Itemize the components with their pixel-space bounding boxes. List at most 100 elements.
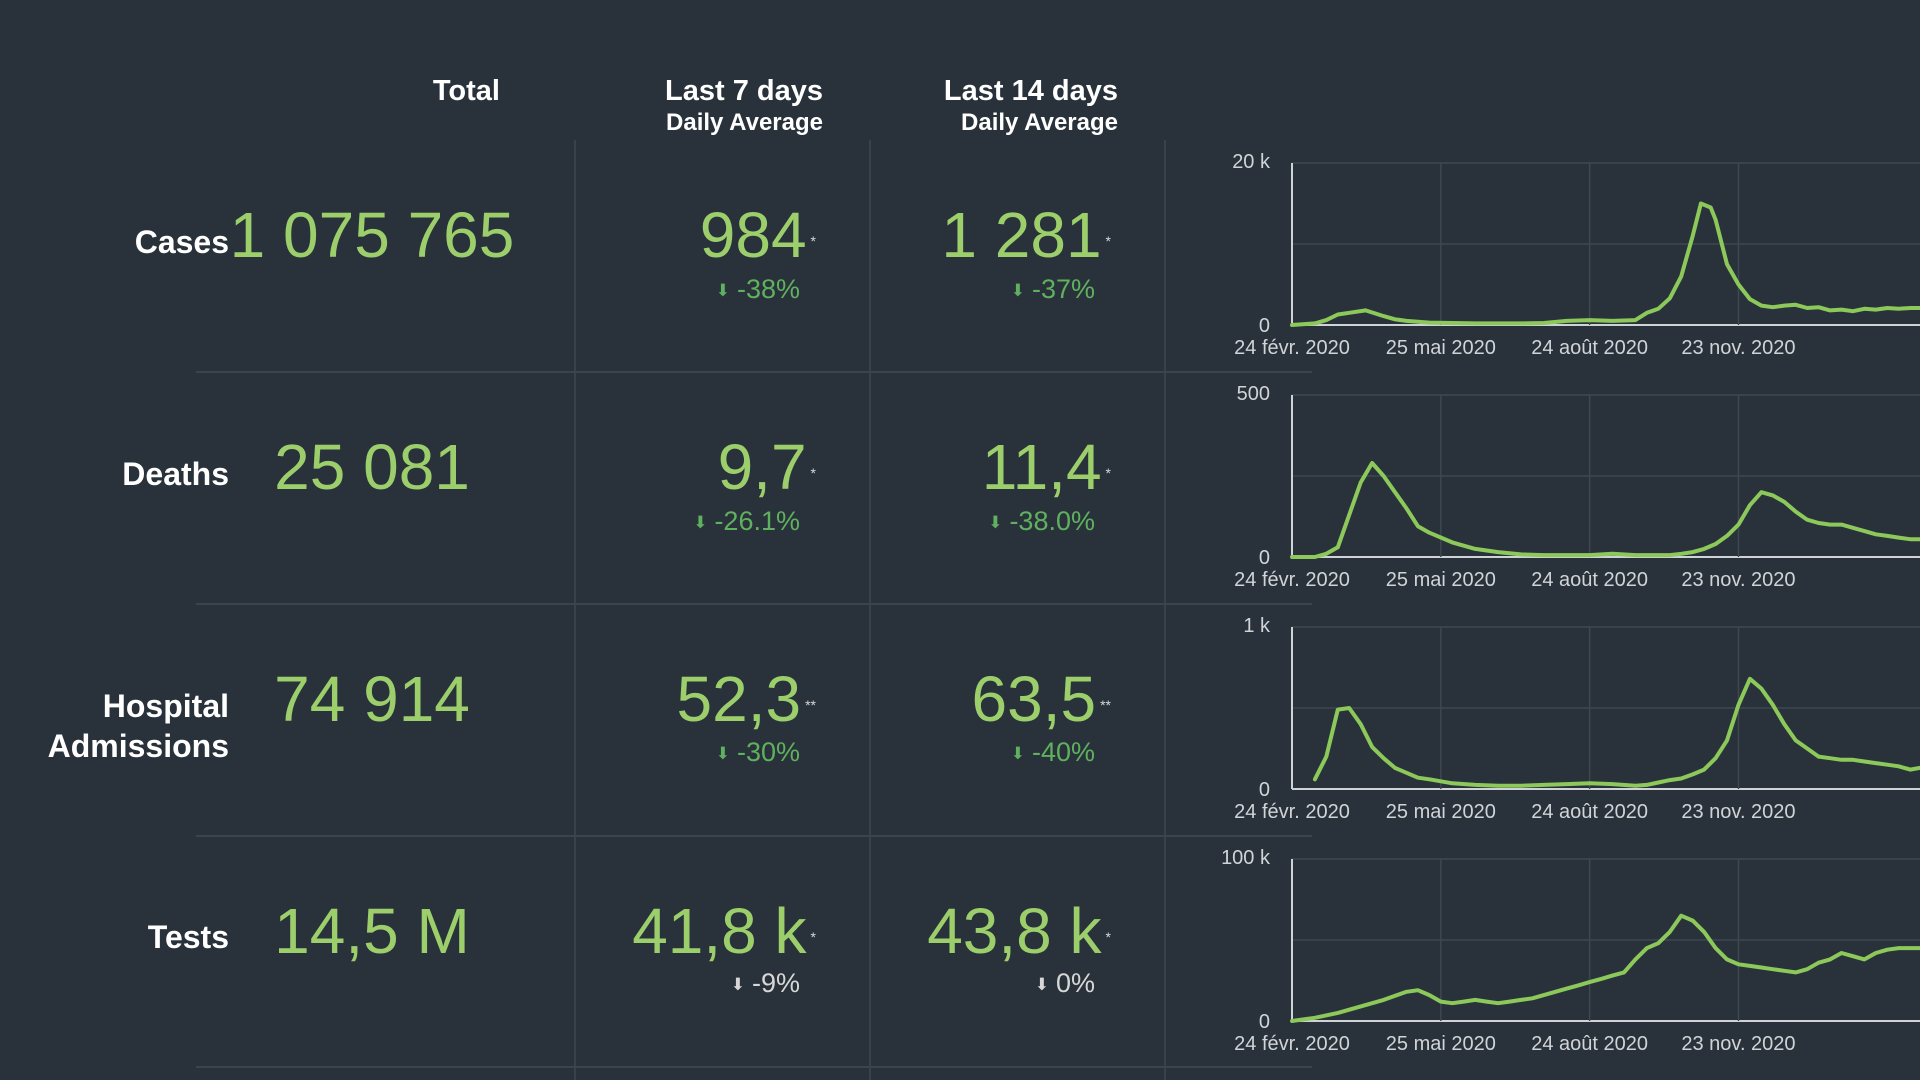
y-tick-label: 500: [1237, 383, 1270, 405]
avg14-value: 1 281 *: [941, 200, 1111, 270]
x-tick-label: 24 août 2020: [1531, 1033, 1648, 1055]
row-label-hospital-admissions: Hospital Admissions: [48, 686, 229, 766]
avg14-change-text: -37%: [1031, 274, 1095, 304]
y-tick-label: 0: [1259, 1011, 1270, 1033]
avg7-change-text: -38%: [736, 274, 800, 304]
total-value: 25 081: [274, 431, 470, 503]
row-divider-1: [196, 371, 1312, 373]
row-divider-2: [196, 603, 1312, 605]
down-arrow-icon: ⬇: [1034, 975, 1049, 994]
x-tick-label: 24 août 2020: [1531, 337, 1648, 359]
series-line: [1290, 913, 1920, 1023]
trend-chart-hospital-admissions: 24 févr. 2020 25 mai 2020 24 août 2020 23 n…: [1234, 615, 1920, 823]
x-tick-label: 24 août 2020: [1531, 801, 1648, 823]
trend-chart-cases: 24 févr. 2020 25 mai 2020 24 août 2020 23 n…: [1232, 151, 1920, 359]
x-tick-label: 25 mai 2020: [1386, 569, 1496, 591]
y-tick-label: 100 k: [1221, 847, 1271, 869]
avg7-number: 9,7: [717, 431, 807, 503]
row-label-cases: Cases: [135, 222, 229, 262]
trend-chart-tests: 24 févr. 2020 25 mai 2020 24 août 2020 23 n…: [1221, 847, 1920, 1055]
column-header-last7: Last 7 days Daily Average: [665, 74, 823, 138]
row-label-line: Admissions: [47, 728, 229, 764]
down-arrow-icon: ⬇: [715, 281, 730, 300]
x-tick-label: 25 mai 2020: [1386, 801, 1496, 823]
row-divider-3: [196, 835, 1312, 837]
column-header-last7-label: Last 7 days: [665, 75, 823, 107]
column-header-last14: Last 14 days Daily Average: [944, 74, 1118, 138]
avg14-change: ⬇ -40%: [1011, 736, 1095, 772]
avg14-change-text: -40%: [1031, 737, 1095, 767]
footnote-mark: *: [1105, 929, 1111, 945]
footnote-mark: **: [1100, 697, 1111, 713]
y-tick-label: 20 k: [1232, 151, 1271, 173]
avg7-value: 9,7 *: [718, 432, 816, 502]
x-tick-label: 25 mai 2020: [1386, 1033, 1496, 1055]
avg14-number: 43,8 k: [927, 895, 1102, 967]
avg14-value: 11,4 *: [982, 432, 1111, 502]
avg7-number: 984: [699, 199, 807, 271]
y-tick-label: 1 k: [1243, 615, 1271, 637]
column-header-last14-label: Last 14 days: [943, 75, 1118, 107]
x-tick-label: 24 févr. 2020: [1234, 337, 1350, 359]
avg14-value: 63,5 **: [972, 664, 1111, 734]
avg7-value: 984 *: [700, 200, 816, 270]
series-line: [1290, 201, 1920, 327]
x-tick-label: 24 août 2020: [1531, 569, 1648, 591]
avg7-value: 41,8 k *: [632, 896, 816, 966]
x-tick-label: 23 nov. 2020: [1681, 569, 1795, 591]
row-label-tests: Tests: [148, 917, 229, 957]
down-arrow-icon: ⬇: [693, 513, 708, 532]
avg7-change: ⬇ -9%: [731, 967, 800, 1003]
y-tick-label: 0: [1259, 779, 1270, 801]
avg7-value: 52,3 **: [677, 664, 816, 734]
avg14-change-text: 0%: [1055, 968, 1095, 998]
total-value: 14,5 M: [274, 895, 470, 967]
row-label-line: Cases: [134, 224, 229, 260]
column-header-last7-sub: Daily Average: [666, 109, 823, 136]
avg7-change-text: -26.1%: [714, 506, 800, 536]
column-header-total-label: Total: [432, 75, 500, 107]
avg7-change: ⬇ -26.1%: [693, 505, 800, 541]
avg14-number: 11,4: [981, 431, 1102, 503]
down-arrow-icon: ⬇: [988, 513, 1003, 532]
x-tick-label: 25 mai 2020: [1386, 337, 1496, 359]
avg14-number: 1 281: [941, 199, 1102, 271]
down-arrow-icon: ⬇: [730, 975, 745, 994]
avg14-change-text: -38.0%: [1009, 506, 1095, 536]
row-label-deaths: Deaths: [122, 454, 229, 494]
x-tick-label: 24 févr. 2020: [1234, 1033, 1350, 1055]
y-tick-label: 0: [1259, 547, 1270, 569]
y-tick-label: 0: [1259, 315, 1270, 337]
row-label-line: Tests: [147, 919, 229, 955]
down-arrow-icon: ⬇: [1010, 744, 1025, 763]
row-label-line: Deaths: [122, 456, 229, 492]
x-tick-label: 24 févr. 2020: [1234, 569, 1350, 591]
footnote-mark: *: [810, 929, 816, 945]
down-arrow-icon: ⬇: [715, 744, 730, 763]
row-label-line: Hospital: [102, 688, 229, 724]
series-line: [1290, 461, 1920, 559]
down-arrow-icon: ⬇: [1010, 281, 1025, 300]
avg7-change-text: -30%: [736, 737, 800, 767]
x-tick-label: 23 nov. 2020: [1681, 337, 1795, 359]
footnote-mark: *: [1105, 465, 1111, 481]
avg14-change: ⬇ 0%: [1035, 967, 1095, 1003]
avg14-change: ⬇ -37%: [1011, 273, 1095, 309]
total-value: 1 075 765: [229, 199, 515, 271]
avg14-value: 43,8 k *: [927, 896, 1111, 966]
footnote-mark: *: [810, 233, 816, 249]
trend-chart-deaths: 24 févr. 2020 25 mai 2020 24 août 2020 23 n…: [1234, 383, 1920, 591]
avg7-number: 52,3: [676, 663, 802, 735]
avg14-change: ⬇ -38.0%: [988, 505, 1095, 541]
x-tick-label: 23 nov. 2020: [1681, 1033, 1795, 1055]
column-header-total: Total: [433, 74, 500, 108]
avg7-number: 41,8 k: [632, 895, 807, 967]
avg7-change: ⬇ -38%: [716, 273, 800, 309]
avg14-number: 63,5: [971, 663, 1097, 735]
series-line: [1312, 676, 1920, 788]
footnote-mark: *: [810, 465, 816, 481]
footnote-mark: **: [805, 697, 816, 713]
total-value: 74 914: [274, 663, 470, 735]
column-divider-3: [1164, 140, 1166, 1080]
column-header-last14-sub: Daily Average: [961, 109, 1118, 136]
